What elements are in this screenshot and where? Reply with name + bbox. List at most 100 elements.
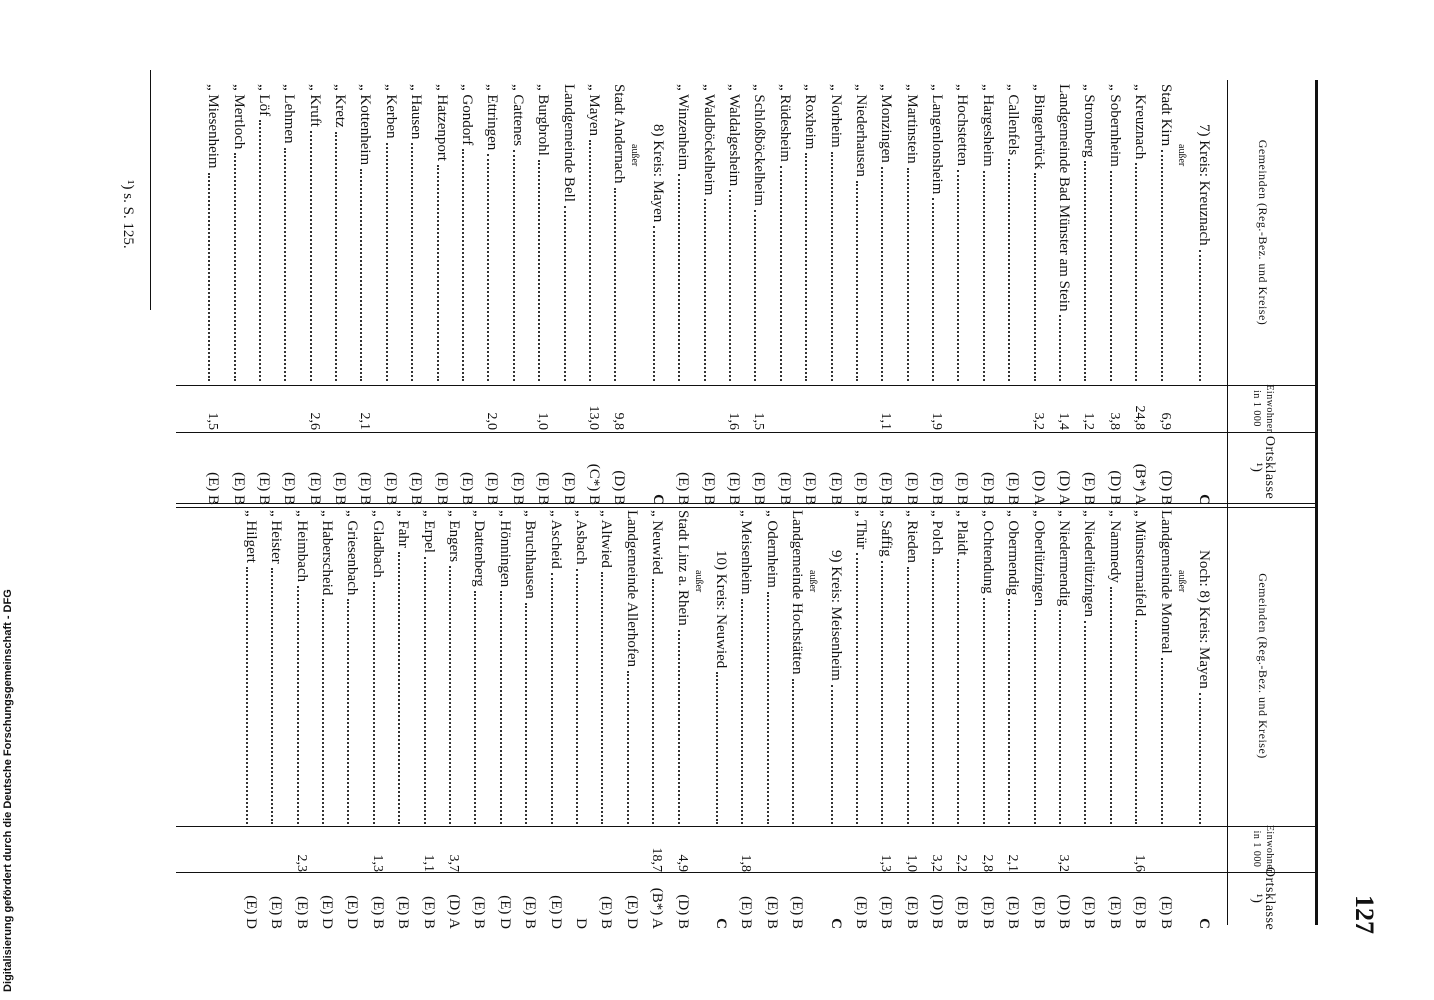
name-cell: „ Saffig [877,510,895,826]
class-cell: (E) B [560,472,577,505]
name-cell: „ Heister [267,510,285,826]
page-number: 127 [1350,895,1379,934]
leader-dots [855,553,869,824]
class-cell: D [573,918,590,929]
leader-dots [360,169,374,381]
place-name: „ Löf [255,84,272,117]
table-row: „ Ettringen 2,0 (E) B [475,84,501,513]
leader-dots [957,170,971,381]
leader-dots [1008,159,1022,381]
class-cell: (E) B [1081,472,1098,505]
table-row: „ Altwied (E) B [589,510,615,937]
name-cell: „ Gladbach [369,510,386,826]
class-cell: C [712,918,729,929]
class-cell: (E) B [725,472,742,505]
table-row: „ Winzenheim (E) B [666,84,692,513]
place-name: „ Münstermaifeld [1132,510,1149,617]
population-cell: 24,8 [1132,405,1148,431]
place-name: „ Stromberg [1081,84,1098,158]
name-cell: „ Thür [852,510,869,826]
table-row: Landgemeinde Bad Münster am Stein 1,4 (D) … [1047,84,1073,513]
name-cell: „ Kerben [382,84,399,383]
place-name: „ Kottenheim [357,84,374,166]
leader-dots [805,153,819,381]
table-row: „ Hatzenport (E) B [424,84,450,513]
class-cell: (D) B [1106,470,1123,505]
class-cell: (E) D [547,895,564,929]
name-cell: „ Ettringen [483,84,501,383]
name-cell: „ Polch [928,510,946,826]
class-cell: (E) B [903,896,920,929]
population-cell: 2,2 [954,854,970,873]
name-cell: „ Schloßböckelheim [750,84,768,383]
table-row: „ Roxheim (E) B [793,84,819,513]
population-cell: 3,8 [1106,412,1122,431]
place-name: Stadt Linz a. Rhein [674,510,691,626]
population-cell: 3,7 [446,854,462,873]
leader-dots [1084,161,1098,381]
class-cell: (E) B [1157,896,1174,929]
col-header: Gemeinden (Reg.-Bez. und Kreise) [1256,139,1271,326]
class-cell: (C*) B [586,463,603,505]
table-row: „ Engers 3,7 (D) A [437,510,463,937]
class-cell: (E) B [255,472,272,505]
leader-dots [982,597,996,824]
name-cell: „ Burgbrohl [534,84,552,383]
leader-dots [525,602,539,824]
table-row: „ Kottenheim 2,1 (E) B [348,84,374,513]
place-name: „ Ascheid [547,510,564,569]
class-cell: (E) B [878,472,895,505]
table-row: „ Gondorf (E) B [450,84,476,513]
leader-dots [1199,249,1212,381]
leader-dots [1109,586,1123,824]
place-name: „ Hausen [408,84,425,140]
table-row: „ Hochstetten (E) B [945,84,971,513]
population-cell: 1,2 [1081,412,1097,431]
name-cell: „ Kretz [331,84,349,383]
place-name: „ Gladbach [369,510,386,578]
leader-dots [1059,315,1073,381]
table-row: „ Bingerbrück 3,2 (D) A [1021,84,1047,513]
place-name: „ Fahr [395,510,412,548]
name-cell: „ Mertloch [230,84,247,383]
place-name: „ Obermendig [1005,510,1022,596]
class-cell: (E) B [369,896,386,929]
class-cell: (E) B [1005,472,1022,505]
name-cell: Landgemeinde Hochstätten [788,510,806,826]
class-cell: (E) B [357,472,374,505]
table-row: „ Niederhausen (E) B [844,84,869,513]
name-cell: „ Hatzenport [433,84,450,383]
table-row: „ Polch 3,2 (D) B [920,510,946,937]
col-header: Einwohner in 1 000 [1251,384,1275,433]
place-name: „ Niederhausen [852,84,869,177]
class-cell: (E) B [700,472,717,505]
table-row: Stadt Kirn 6,9 (D) B [1148,84,1174,513]
class-cell: (D) B [1157,470,1174,505]
name-cell: „ Odernheim [763,510,780,826]
col-header: Gemeinden (Reg.-Bez. und Kreise) [1256,573,1271,759]
leader-dots [626,671,640,824]
table-row: „ Hargesheim (E) B [970,84,996,513]
class-cell: (E) B [420,896,437,929]
class-cell: (E) B [1081,896,1098,929]
table-row: „ Neuwied 18,7 (B*) A [640,510,666,937]
leader-dots [1059,610,1073,824]
name-cell: „ Kottenheim [357,84,374,383]
name-cell: Landgemeinde Bad Münster am Stein [1055,84,1073,383]
name-cell: „ Niederlützingen [1080,510,1098,826]
table-row: „ Burgbrohl 1,0 (E) B [526,84,552,513]
class-cell: (E) B [395,896,412,929]
leader-dots [678,174,692,381]
name-cell: „ Griesenbach [344,510,361,826]
name-cell: „ Sobernheim [1106,84,1123,383]
class-cell: (E) B [852,896,869,929]
leader-dots [932,558,946,824]
class-cell: (E) B [268,896,285,929]
col-header: Ortsklasse ¹) [1249,866,1277,931]
class-cell: (E) D [623,895,640,929]
name-cell: „ Ascheid [547,510,564,826]
population-cell: 1,6 [1132,854,1148,873]
place-name: „ Bingerbrück [1030,84,1047,170]
name-cell: „ Fahr [394,510,412,826]
table-row: „ Bruchhausen (E) B [513,510,539,937]
